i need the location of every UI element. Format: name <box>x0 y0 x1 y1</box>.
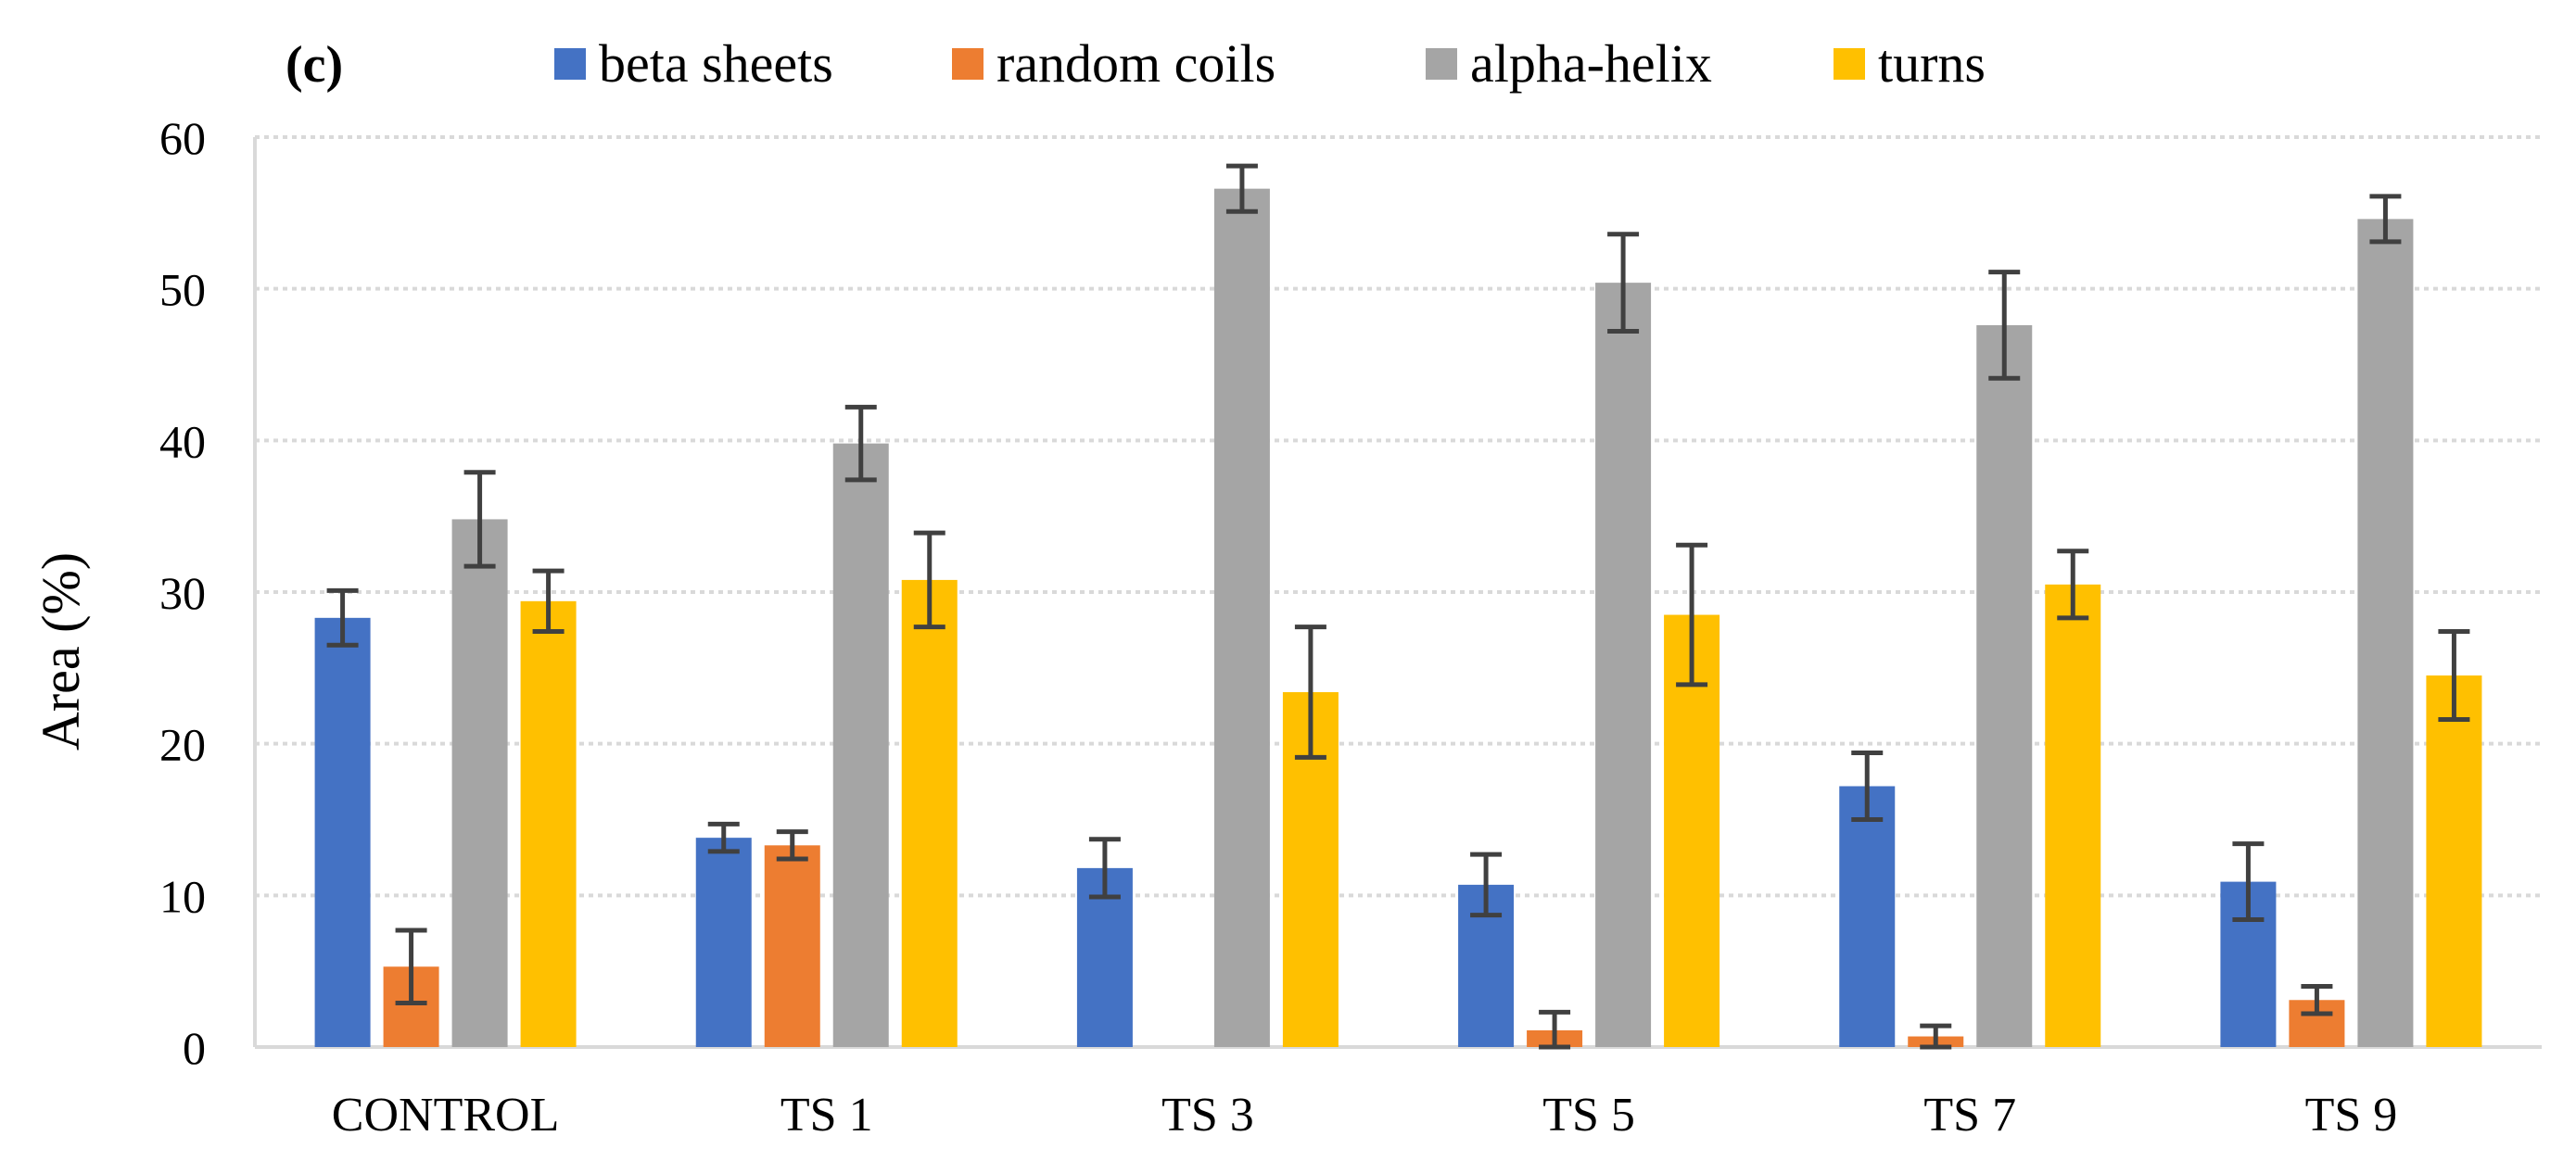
legend-label: turns <box>1878 33 1986 94</box>
legend-label: random coils <box>996 33 1275 94</box>
y-tick-label: 20 <box>159 719 206 771</box>
tick-labels: 0 10 20 30 40 50 60 CONTROL TS 1 TS 3 TS 5 TS 7 TS 9 <box>159 112 2397 1142</box>
legend-label: beta sheets <box>599 33 833 94</box>
x-tick-label: TS 9 <box>2305 1089 2398 1142</box>
bar <box>2357 219 2414 1047</box>
bar <box>764 845 820 1047</box>
panel-label: (c) <box>286 36 343 94</box>
bar <box>1595 283 1652 1047</box>
legend-swatch <box>952 48 983 80</box>
bar <box>901 579 958 1047</box>
bar <box>1976 324 2033 1047</box>
bar <box>451 519 508 1047</box>
gridlines <box>255 135 2542 898</box>
y-tick-label: 10 <box>159 870 206 922</box>
bar <box>1839 786 1896 1047</box>
bar <box>2045 584 2101 1047</box>
bar <box>314 617 371 1047</box>
x-tick-label: CONTROL <box>332 1089 560 1142</box>
bars <box>314 188 2482 1047</box>
y-axis-title: Area (%) <box>31 552 91 751</box>
y-tick-label: 40 <box>159 415 206 467</box>
y-tick-label: 30 <box>159 567 206 619</box>
axes <box>253 137 2542 1049</box>
legend-swatch <box>1426 48 1457 80</box>
bar <box>2426 675 2482 1047</box>
error-bars <box>326 163 2470 1050</box>
bar <box>832 443 889 1047</box>
x-tick-label: TS 3 <box>1161 1089 1254 1142</box>
y-tick-label: 0 <box>183 1022 206 1074</box>
x-tick-label: TS 5 <box>1542 1089 1635 1142</box>
legend: beta sheets random coils alpha-helix turns <box>554 33 1986 94</box>
x-tick-label: TS 1 <box>780 1089 873 1142</box>
bar <box>520 600 577 1047</box>
bar <box>1213 188 1270 1047</box>
y-tick-label: 50 <box>159 264 206 316</box>
legend-label: alpha-helix <box>1470 33 1712 94</box>
bar <box>695 838 752 1047</box>
legend-swatch <box>1834 48 1865 80</box>
x-tick-label: TS 7 <box>1923 1089 2016 1142</box>
legend-swatch <box>554 48 586 80</box>
y-tick-label: 60 <box>159 112 206 164</box>
